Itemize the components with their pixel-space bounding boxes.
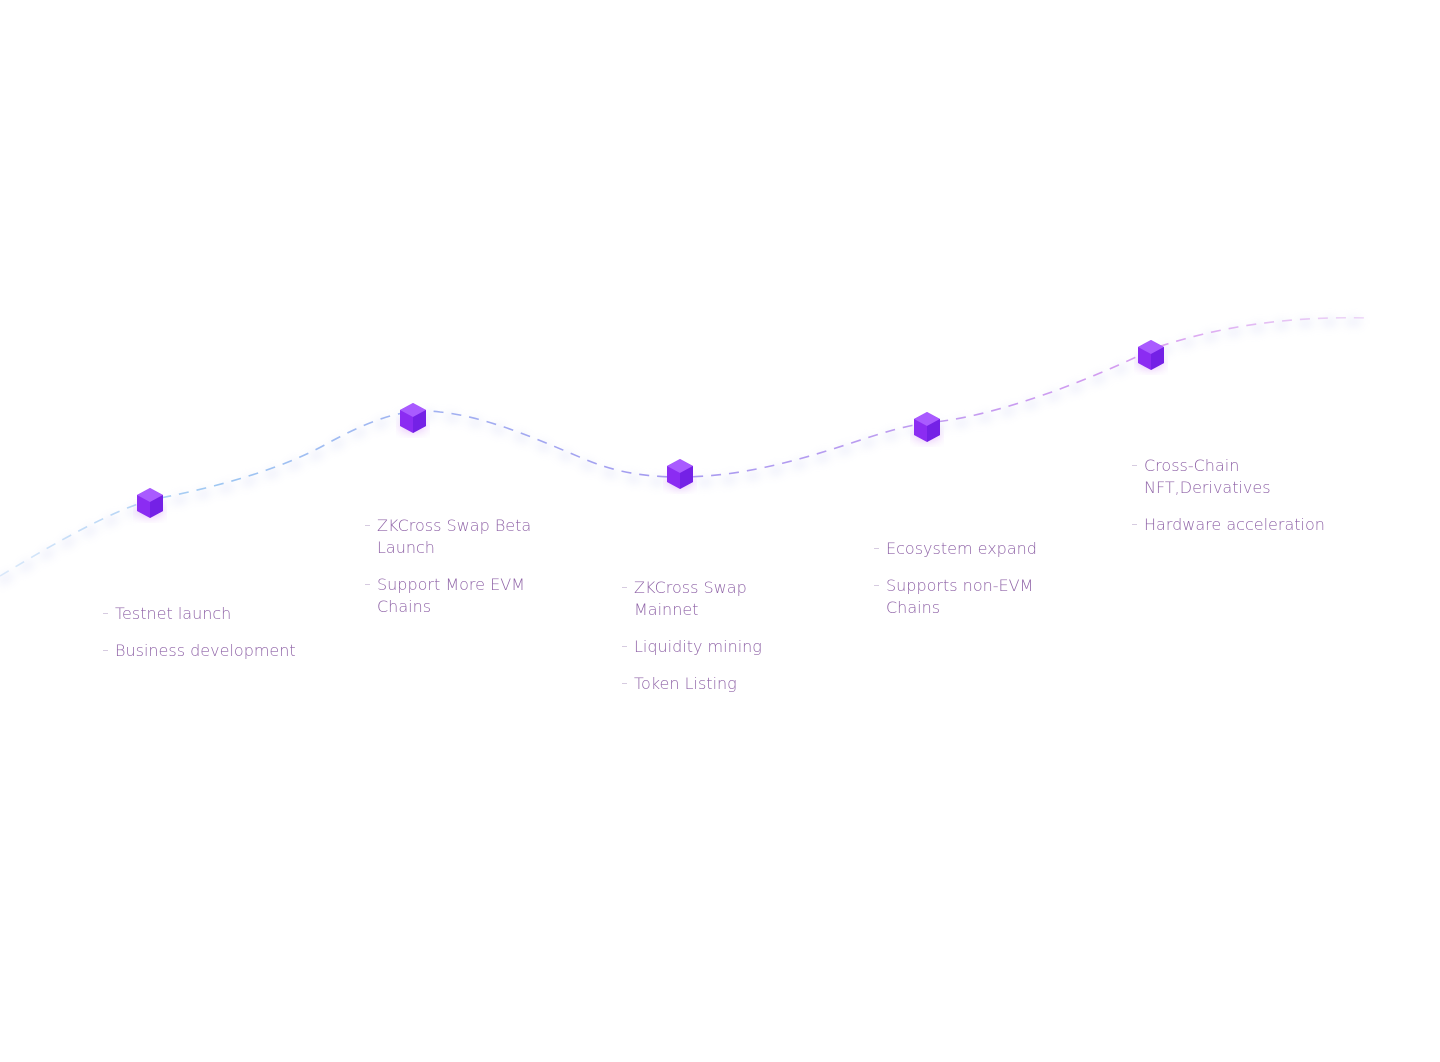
roadmap-path-shadow: [0, 318, 1371, 585]
milestone-item: Testnet launch: [103, 603, 313, 625]
hexagon-cube-icon: [135, 487, 165, 519]
hexagon-cube-icon: [665, 458, 695, 490]
milestone-1: Testnet launch Business development: [103, 603, 313, 677]
dash-icon: [365, 525, 370, 526]
milestone-item: Token Listing: [622, 673, 772, 695]
milestone-item: Liquidity mining: [622, 636, 772, 658]
milestone-3: ZKCross Swap Mainnet Liquidity mining To…: [622, 577, 772, 710]
dash-icon: [874, 585, 879, 586]
dash-icon: [365, 584, 370, 585]
dash-icon: [622, 646, 627, 647]
dash-icon: [622, 683, 627, 684]
milestone-2: ZKCross Swap Beta Launch Support More EV…: [365, 515, 545, 633]
hexagon-cube-icon: [912, 411, 942, 443]
dash-icon: [622, 587, 627, 588]
milestone-item: Ecosystem expand: [874, 538, 1049, 560]
milestone-item: ZKCross Swap Beta Launch: [365, 515, 545, 559]
milestone-item: Business development: [103, 640, 313, 662]
milestone-item: ZKCross Swap Mainnet: [622, 577, 772, 621]
dash-icon: [103, 613, 108, 614]
milestone-5: Cross-Chain NFT,Derivatives Hardware acc…: [1132, 455, 1332, 551]
milestone-item: Cross-Chain NFT,Derivatives: [1132, 455, 1284, 499]
dash-icon: [874, 548, 879, 549]
dash-icon: [103, 650, 108, 651]
milestone-4: Ecosystem expand Supports non-EVM Chains: [874, 538, 1049, 634]
milestone-item: Supports non-EVM Chains: [874, 575, 1049, 619]
dash-icon: [1132, 524, 1137, 525]
hexagon-cube-icon: [398, 402, 428, 434]
hexagon-cube-icon: [1136, 339, 1166, 371]
dash-icon: [1132, 465, 1137, 466]
milestone-item: Support More EVM Chains: [365, 574, 545, 618]
milestone-item: Hardware acceleration: [1132, 514, 1332, 536]
roadmap-dashed-line: [0, 316, 1371, 577]
